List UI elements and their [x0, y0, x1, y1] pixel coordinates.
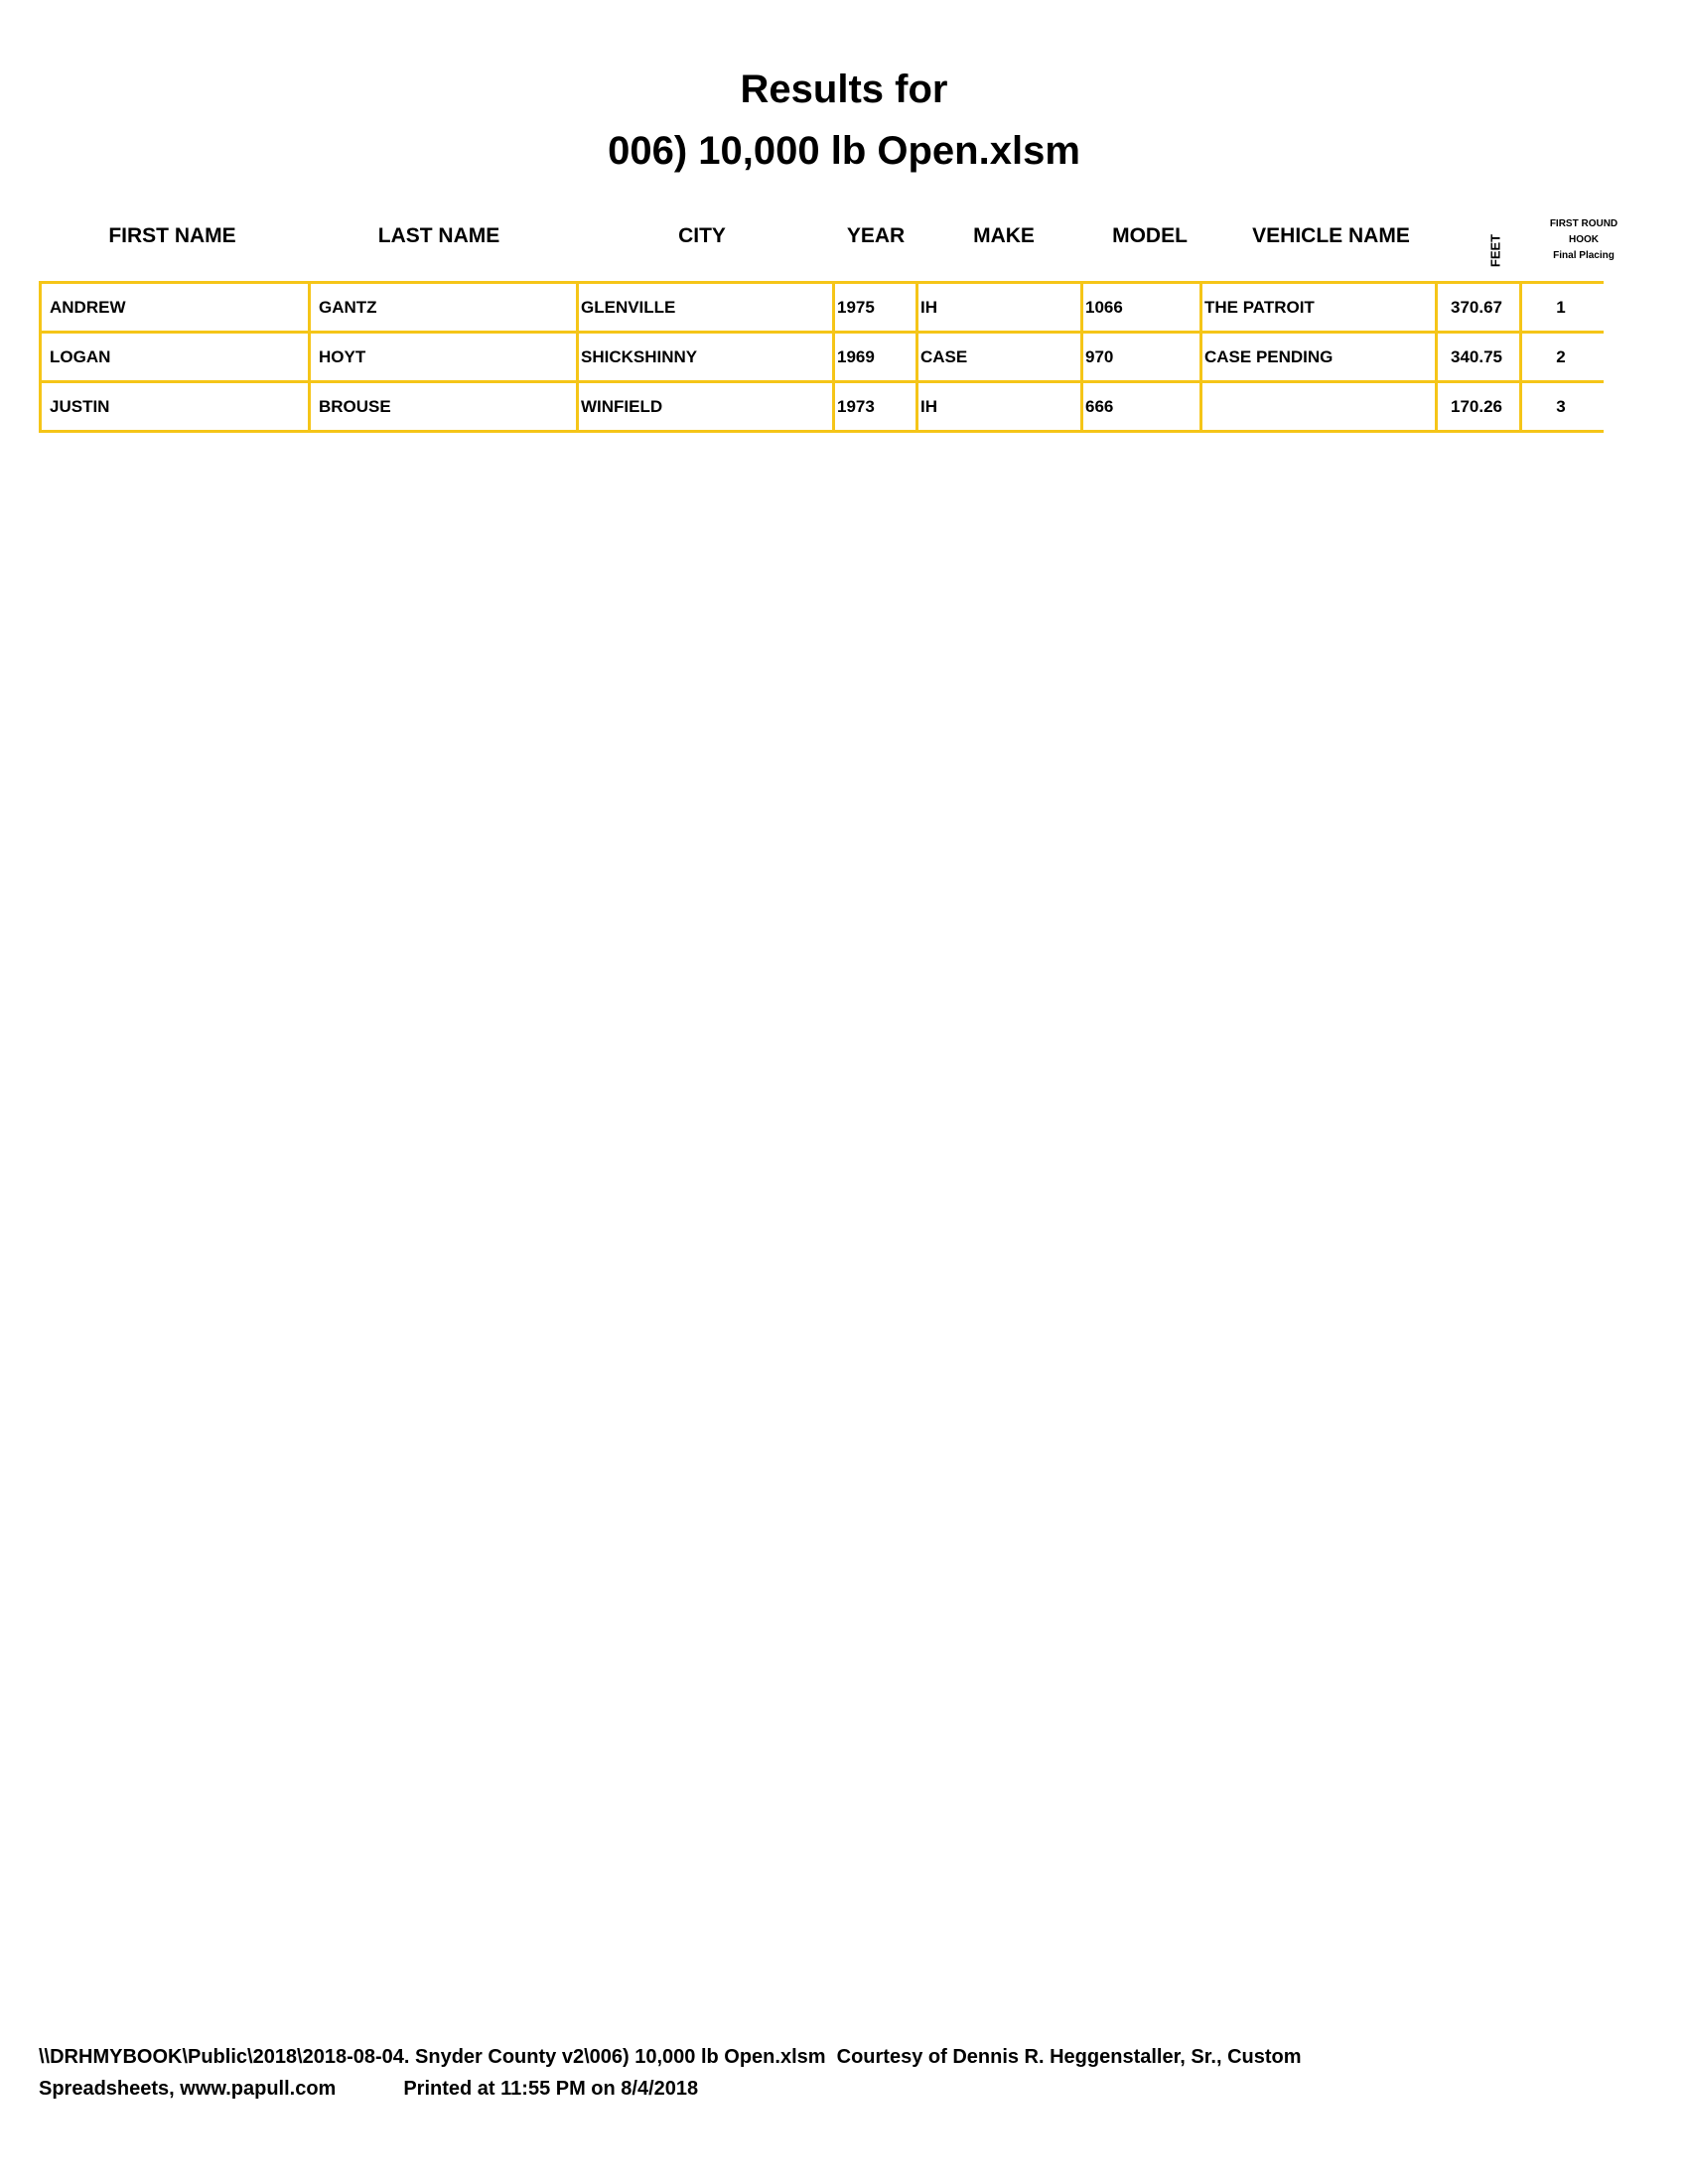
cell-feet: 340.75	[1435, 331, 1522, 383]
cell-first-name: LOGAN	[39, 331, 311, 383]
cell-year: 1973	[832, 380, 918, 433]
header-placing-line3: Final Placing	[1553, 250, 1615, 261]
page-subtitle: 006) 10,000 lb Open.xlsm	[608, 129, 1080, 173]
results-table: ANDREW GANTZ GLENVILLE 1975 IH 1066 THE PATROI…	[39, 281, 1604, 433]
cell-make: CASE	[915, 331, 1083, 383]
table-row: LOGAN HOYT SHICKSHINNY 1969 CASE 970 CASE PEND…	[39, 331, 1604, 383]
cell-placing: 1	[1519, 281, 1604, 334]
header-make: MAKE	[973, 224, 1035, 247]
cell-last-name: GANTZ	[308, 281, 579, 334]
cell-placing: 2	[1519, 331, 1604, 383]
cell-year: 1969	[832, 331, 918, 383]
cell-make: IH	[915, 380, 1083, 433]
footer-printed: Printed at 11:55 PM on 8/4/2018	[403, 2078, 699, 2100]
cell-city: SHICKSHINNY	[576, 331, 835, 383]
cell-placing: 3	[1519, 380, 1604, 433]
cell-first-name: ANDREW	[39, 281, 311, 334]
header-placing: FIRST ROUND HOOK Final Placing	[1539, 216, 1628, 264]
header-city: CITY	[678, 224, 726, 247]
cell-vehicle-name	[1199, 380, 1438, 433]
cell-model: 1066	[1080, 281, 1202, 334]
footer: \\DRHMYBOOK\Public\2018\2018-08-04. Snyd…	[39, 2041, 1302, 2105]
cell-feet: 170.26	[1435, 380, 1522, 433]
cell-vehicle-name: CASE PENDING	[1199, 331, 1438, 383]
cell-first-name: JUSTIN	[39, 380, 311, 433]
table-row: ANDREW GANTZ GLENVILLE 1975 IH 1066 THE PATROI…	[39, 281, 1604, 334]
cell-make: IH	[915, 281, 1083, 334]
cell-feet: 370.67	[1435, 281, 1522, 334]
header-placing-line2: HOOK	[1569, 234, 1599, 245]
footer-credit: Spreadsheets, www.papull.com	[39, 2078, 337, 2100]
cell-last-name: HOYT	[308, 331, 579, 383]
cell-vehicle-name: THE PATROIT	[1199, 281, 1438, 334]
header-last-name: LAST NAME	[377, 224, 500, 247]
header-feet: FEET	[1487, 233, 1503, 268]
cell-year: 1975	[832, 281, 918, 334]
page-title: Results for	[740, 68, 948, 111]
header-vehicle-name: VEHICLE NAME	[1252, 224, 1410, 247]
table-row: JUSTIN BROUSE WINFIELD 1973 IH 666 170.26 3	[39, 380, 1604, 433]
cell-last-name: BROUSE	[308, 380, 579, 433]
cell-model: 970	[1080, 331, 1202, 383]
header-year: YEAR	[846, 224, 906, 247]
footer-line1: \\DRHMYBOOK\Public\2018\2018-08-04. Snyd…	[39, 2046, 1302, 2068]
cell-model: 666	[1080, 380, 1202, 433]
cell-city: GLENVILLE	[576, 281, 835, 334]
header-first-name: FIRST NAME	[108, 224, 236, 247]
header-placing-line1: FIRST ROUND	[1549, 218, 1618, 229]
cell-city: WINFIELD	[576, 380, 835, 433]
header-model: MODEL	[1112, 224, 1188, 247]
